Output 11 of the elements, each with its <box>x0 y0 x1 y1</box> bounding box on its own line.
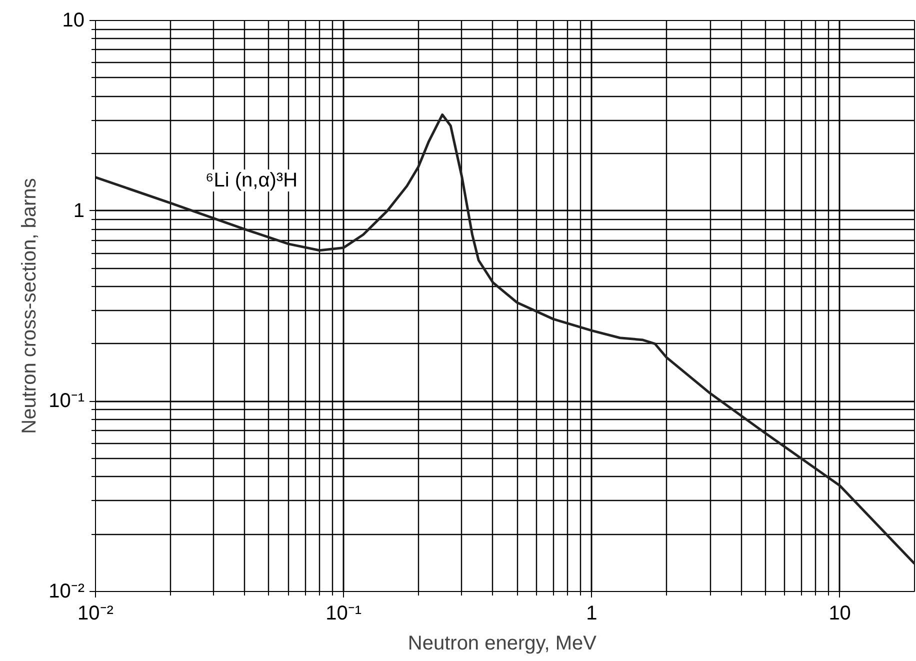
x-tick-label: 10⁻¹ <box>326 602 362 624</box>
x-axis-title: Neutron energy, MeV <box>408 632 598 654</box>
x-tick-label: 1 <box>586 602 598 624</box>
y-tick-label: 10 <box>62 10 85 32</box>
y-axis-title: Neutron cross-section, barns <box>18 178 41 434</box>
y-tick-label: 10⁻¹ <box>48 390 85 412</box>
x-tick-label: 10 <box>828 602 851 624</box>
x-tick-label: 10⁻² <box>78 602 114 624</box>
y-tick-label: 10⁻² <box>48 580 85 602</box>
annotation: ⁶Li (n,α)³H <box>206 170 298 192</box>
y-tick-label: 1 <box>73 200 84 222</box>
